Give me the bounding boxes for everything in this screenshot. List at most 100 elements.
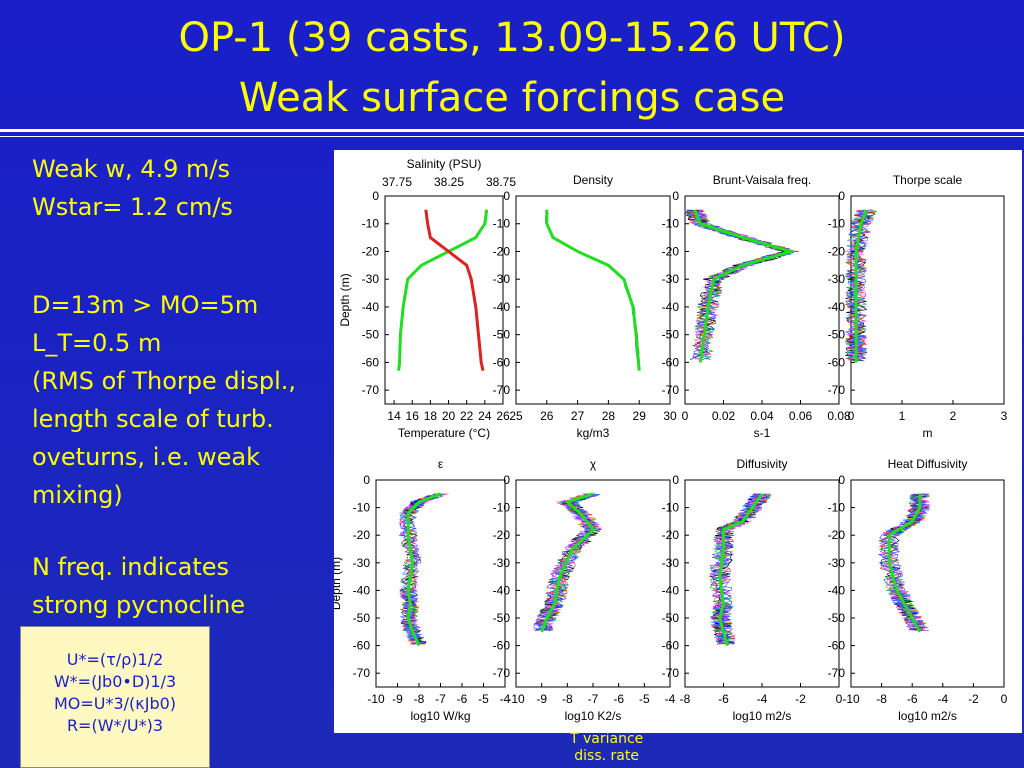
panel-frame-7 [850,479,1005,688]
xtick-label-1-28: 28 [602,409,616,423]
ylabel-0: Depth (m) [338,273,352,326]
xlabel-7: log10 m2/s [898,709,957,723]
xtick-label-7--10: -10 [842,692,860,706]
xtick-label-1-25: 25 [509,409,523,423]
ytick-label-3--60: -60 [828,355,846,369]
xtick-label-0-14: 14 [387,409,401,423]
ytick-label-4--60: -60 [353,639,371,653]
ytick-label-3--30: -30 [828,272,846,286]
ytick-label-4--10: -10 [353,501,371,515]
panel-frame-4 [375,479,506,688]
ytick-label-4--20: -20 [353,528,371,542]
panel-title-0: Salinity (PSU) [407,157,482,171]
panel-title-3: Thorpe scale [893,173,963,187]
ytick-label-2--30: -30 [662,272,680,286]
xtick-label-4--5: -5 [478,692,489,706]
xtick-label-0-18: 18 [424,409,438,423]
xtick-label-5--9: -9 [536,692,547,706]
text-line-d-mo: D=13m > MO=5m [32,291,259,319]
ytick-label-4--40: -40 [353,583,371,597]
mean-profile-7-0 [887,493,922,633]
xtick-label-5--8: -8 [562,692,573,706]
ytick-label-2-0: 0 [672,189,679,203]
mean-profile-1-0 [545,209,641,371]
cast-trace-0-1-5 [425,209,484,369]
text-line-nfreq: N freq. indicates [32,553,229,581]
xtick-label-0-26: 26 [496,409,510,423]
xtick-label-0-22: 22 [460,409,474,423]
xtick-label-7--6: -6 [907,692,918,706]
cast-trace-2-0-9 [686,209,798,360]
ytick-label-2--40: -40 [662,300,680,314]
ytick-label-1--50: -50 [493,328,511,342]
ytick-label-1--10: -10 [493,217,511,231]
ytick-label-6--30: -30 [662,556,680,570]
ytick-label-2--20: -20 [662,244,680,258]
ytick-label-2--50: -50 [662,328,680,342]
cast-trace-1-0-5 [545,209,638,362]
xtick-label-2-0: 0 [682,409,689,423]
ytick-label-6-0: 0 [672,473,679,487]
xtick-label-7-0: 0 [1001,692,1008,706]
cast-trace-2-0-2 [685,209,794,360]
ytick-label-5-0: 0 [503,473,510,487]
mean-profile-2-0 [693,209,797,363]
ytick-label-0--60: -60 [362,355,380,369]
xtick-label-7--8: -8 [876,692,887,706]
ytick-label-4--30: -30 [353,556,371,570]
top-tick-label-2: 38.75 [486,175,516,189]
text-line-pycnocline: strong pycnocline [32,591,246,619]
mean-profile-4-0 [406,492,442,647]
ytick-label-0-0: 0 [372,189,379,203]
ytick-label-7--20: -20 [828,528,846,542]
xtick-label-2-0.04: 0.04 [750,409,774,423]
xtick-label-4--10: -10 [367,692,385,706]
xtick-label-0-16: 16 [406,409,420,423]
panel-frame-1 [515,195,671,405]
xtick-label-6--2: -2 [795,692,806,706]
profiles-figure-svg: Salinity (PSU)37.75 38.25 38.750-10-20-30-… [329,157,1008,723]
ytick-label-0--70: -70 [362,383,380,397]
xlabel-5: log10 K2/s [565,709,622,723]
ytick-label-5--40: -40 [493,583,511,597]
cast-trace-6-0-2 [709,493,772,645]
text-line-mixing: mixing) [32,481,123,509]
ytick-label-1--30: -30 [493,272,511,286]
cast-trace-2-0-0 [685,209,792,360]
xlabel-3: m [923,426,933,440]
ytick-label-7--60: -60 [828,639,846,653]
ytick-label-3--40: -40 [828,300,846,314]
title-divider-thin [0,136,1024,137]
text-line-wind: Weak w, 4.9 m/s [32,155,230,183]
xtick-label-3-3: 3 [1001,409,1008,423]
ytick-label-5--20: -20 [493,528,511,542]
xtick-label-6--6: -6 [718,692,729,706]
ytick-label-1-0: 0 [503,189,510,203]
mean-profile-0-1 [424,209,485,372]
cast-trace-6-0-6 [710,493,768,645]
xtick-label-3-0: 0 [848,409,855,423]
top-tick-label-1: 38.25 [434,175,464,189]
xtick-label-0-24: 24 [478,409,492,423]
panel-frame-6 [684,479,840,688]
formula-box: U*=(τ/ρ)1/2 W*=(Jb0•D)1/3 MO=U*3/(κJb0) … [20,626,210,768]
xtick-label-5--7: -7 [588,692,599,706]
xtick-label-4--8: -8 [414,692,425,706]
ytick-label-6--40: -40 [662,583,680,597]
xtick-label-3-2: 2 [950,409,957,423]
xtick-label-4--7: -7 [435,692,446,706]
profiles-figure: Salinity (PSU) 37.75 38.25 38.75 0 -10 -20 -30-… [329,150,1022,733]
slide-title-line1: OP-1 (39 casts, 13.09-15.26 UTC) [178,15,846,61]
panel-title-5: χ [590,457,597,471]
ytick-label-7--50: -50 [828,611,846,625]
xtick-label-4--6: -6 [457,692,468,706]
ytick-label-7--70: -70 [828,666,846,680]
xtick-label-6--4: -4 [757,692,768,706]
xtick-label-4--9: -9 [392,692,403,706]
text-line-wstar: Wstar= 1.2 cm/s [32,193,233,221]
cast-trace-3-0-7 [845,209,874,362]
panel-frame-0 [384,195,504,405]
ytick-label-2--60: -60 [662,355,680,369]
xtick-label-5--6: -6 [613,692,624,706]
chi-note: T variance diss. rate [570,731,643,765]
